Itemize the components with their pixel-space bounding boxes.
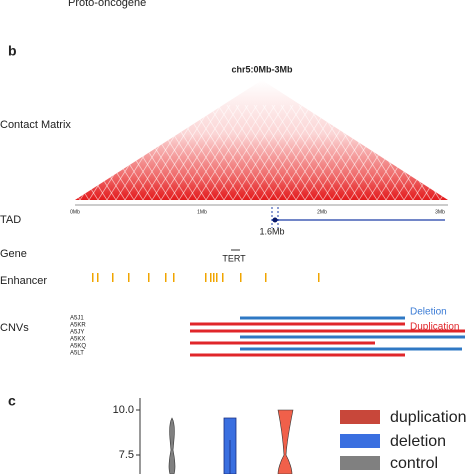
enhancer [222,273,224,282]
texture-line [190,104,252,200]
legend-swatch [340,456,380,470]
violin-deletion [223,417,237,474]
texture-line [226,104,288,200]
texture-line [214,104,276,200]
enhancer [128,273,130,282]
texture-line [439,104,448,200]
enhancer [318,273,320,282]
legend-swatch [340,410,380,424]
texture-line [199,104,261,200]
texture-line [160,104,222,200]
texture-line [217,104,279,200]
tad-dot [272,217,278,223]
texture-line [244,104,306,200]
texture-line [271,104,333,200]
violin-control [168,417,176,474]
enhancer [265,273,267,282]
texture-line [262,104,324,200]
enhancer [148,273,150,282]
texture-line [169,104,231,200]
enhancer [240,273,242,282]
enhancers [92,273,320,282]
texture-line [75,104,126,200]
legend-swatch [340,434,380,448]
texture-line [235,104,297,200]
texture-line [421,104,448,200]
enhancer [112,273,114,282]
track-label: Enhancer [0,275,47,287]
panel-title: chr5:0Mb-3Mb [231,64,293,74]
track-label: TAD [0,214,21,226]
texture-line [178,104,240,200]
texture-line [268,104,330,200]
texture-line [196,104,258,200]
enhancer [165,273,167,282]
axis-label: 0Mb [70,209,80,215]
enhancer [213,273,215,282]
sample-label: A5KX [70,337,85,343]
texture-line [430,104,448,200]
texture-line [250,104,312,200]
texture-line [187,104,249,200]
texture-line [208,104,270,200]
texture-line [289,104,351,200]
caption: Proto-oncogene [68,0,146,9]
legend-label: deletion [390,433,446,450]
track-label: Contact Matrix [0,119,71,131]
axis-label: 3Mb [435,209,445,215]
legend-label: control [390,455,438,472]
texture-line [223,104,285,200]
marker-label: 1.6Mb [259,226,284,236]
legend-deletion: Deletion [410,307,447,318]
track-label: Gene [0,248,27,260]
samples: A5J1 A5KR A5JY A5KX A5KQ A5LT [70,316,86,357]
texture-line [259,104,321,200]
legend-label: duplication [390,409,467,426]
enhancer [92,273,94,282]
gene-label: TERT [222,253,246,263]
track-label: CNVs [0,322,29,334]
sample-label: A5KR [70,323,86,329]
axis-label: 1Mb [197,209,207,215]
enhancer [216,273,218,282]
sample-label: A5J1 [70,316,84,322]
tick-label: 10.0 [113,404,134,416]
cnv-segments [190,316,465,357]
panel-label: c [8,393,16,409]
axis-label: 2Mb [317,209,327,215]
texture-line [307,104,369,200]
enhancer [210,273,212,282]
legend-duplication: Duplication [410,322,459,333]
tick-label: 7.5 [119,449,134,461]
sample-label: A5JY [70,330,84,336]
texture-line [253,104,315,200]
texture-line [241,104,303,200]
sample-label: A5KQ [70,344,86,350]
violin-duplication [277,409,294,474]
enhancer [205,273,207,282]
sample-label: A5LT [70,351,84,357]
texture-line [232,104,294,200]
texture-line [205,104,267,200]
texture-line [280,104,342,200]
panel-label: b [8,43,17,59]
texture-line [151,104,213,200]
texture-line [298,104,360,200]
enhancer [97,273,99,282]
enhancer [173,273,175,282]
